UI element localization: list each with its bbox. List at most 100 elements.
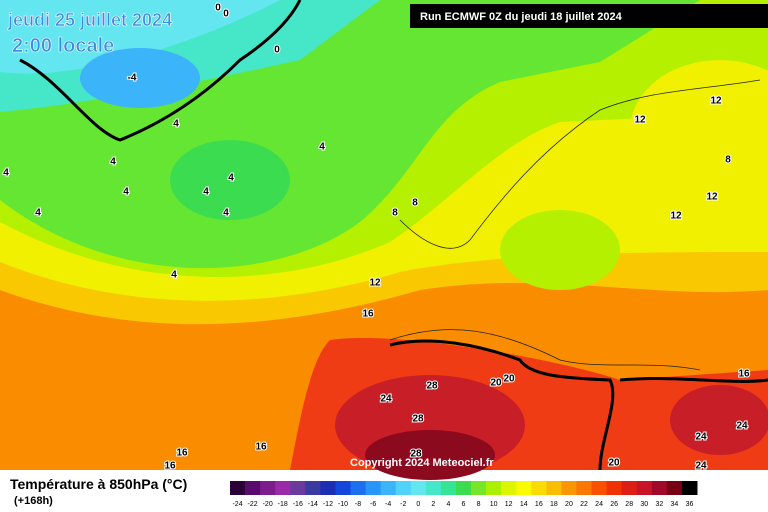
colorbar-swatch — [275, 481, 291, 495]
colorbar-swatch — [410, 481, 427, 495]
colorbar-tick-label: -24 — [232, 501, 242, 508]
colorbar-tick-label: 34 — [671, 501, 679, 508]
colorbar-swatch — [260, 481, 276, 495]
colorbar-swatch — [666, 481, 683, 495]
colorbar-swatch — [621, 481, 638, 495]
colorbar-tick-label: -4 — [385, 501, 391, 508]
colorbar-swatch — [440, 481, 457, 495]
contour-label: 4 — [110, 157, 116, 168]
contour-label: 20 — [490, 378, 502, 389]
colorbar-tick-label: 24 — [595, 501, 603, 508]
colorbar-tick-label: 18 — [550, 501, 558, 508]
contour-label: 16 — [738, 369, 750, 380]
map-field — [630, 60, 768, 200]
colorbar-swatch — [606, 481, 623, 495]
isotherm — [389, 339, 615, 471]
map-field — [670, 385, 768, 455]
forecast-date: jeudi 25 juillet 2024 — [7, 10, 172, 30]
contour-label: 4 — [35, 208, 41, 219]
colorbar-tick-label: 20 — [565, 501, 573, 508]
colorbar-tick-label: -22 — [248, 501, 258, 508]
contour-label: 24 — [380, 394, 392, 405]
contour-label: 24 — [736, 421, 748, 432]
contour-label: 4 — [203, 187, 209, 198]
contour-label: 8 — [392, 208, 398, 219]
colorbar-swatch — [531, 481, 547, 495]
colorbar-swatch — [471, 481, 487, 495]
colorbar-tick-label: 12 — [505, 501, 513, 508]
colorbar-tick-label: 16 — [535, 501, 543, 508]
colorbar-swatch — [546, 481, 562, 495]
colorbar-tick-label: -6 — [370, 501, 376, 508]
colorbar-tick-label: 4 — [446, 501, 450, 508]
contour-label: 16 — [164, 461, 176, 472]
colorbar-swatch — [335, 481, 352, 495]
coastline — [399, 79, 761, 249]
contour-label: 16 — [362, 309, 374, 320]
map-field — [365, 430, 495, 480]
colorbar-tick-label: 8 — [477, 501, 481, 508]
contour-label: 4 — [3, 168, 9, 179]
colorbar-swatch — [230, 481, 246, 495]
legend-title: Température à 850hPa (°C) — [10, 476, 187, 492]
contour-label: 24 — [695, 461, 707, 472]
colorbar-tick-label: 10 — [490, 501, 498, 508]
run-label: Run ECMWF 0Z du jeudi 18 juillet 2024 — [420, 11, 623, 23]
colorbar-tick-label: -18 — [278, 501, 288, 508]
map-field — [0, 0, 280, 74]
colorbar-swatch — [501, 481, 517, 495]
isotherm — [19, 0, 302, 142]
contour-label: 28 — [412, 414, 424, 425]
contour-label: 4 — [123, 187, 129, 198]
contour-label: 4 — [173, 119, 179, 130]
map-field — [170, 140, 290, 220]
map-field — [500, 210, 620, 290]
colorbar-swatch — [320, 481, 336, 495]
colorbar-swatch — [486, 481, 502, 495]
colorbar-swatch — [681, 481, 698, 495]
contour-label: 0 — [274, 45, 280, 56]
colorbar-swatch — [591, 481, 608, 495]
contour-label: 4 — [171, 270, 177, 281]
colorbar-tick-label: 32 — [655, 501, 663, 508]
colorbar-tick-label: 6 — [462, 501, 466, 508]
contour-label: 12 — [710, 96, 722, 107]
colorbar-tick-label: -20 — [263, 501, 273, 508]
colorbar-swatch — [395, 481, 412, 495]
colorbar-tick-label: 2 — [431, 501, 435, 508]
colorbar-tick-label: 22 — [580, 501, 588, 508]
colorbar-swatch — [516, 481, 532, 495]
colorbar-swatch — [350, 481, 367, 495]
forecast-lead: (+168h) — [14, 495, 53, 507]
contour-label: 20 — [608, 458, 620, 469]
copyright: Copyright 2024 Meteociel.fr — [350, 457, 494, 469]
contour-label: 20 — [503, 374, 515, 385]
colorbar-tick-label: 26 — [610, 501, 618, 508]
colorbar-tick-label: -2 — [400, 501, 406, 508]
contour-label: 8 — [412, 198, 418, 209]
contour-label: 4 — [228, 173, 234, 184]
coastline — [389, 329, 701, 371]
colorbar-swatch — [576, 481, 593, 495]
contour-label: 28 — [410, 449, 422, 460]
contour-label: 28 — [426, 381, 438, 392]
run-box — [410, 4, 768, 28]
map-field — [80, 48, 200, 108]
colorbar-swatch — [636, 481, 653, 495]
colorbar: -24 -22 -20 -18 -16 -14 -12 -10 -8 -6 -4 -2 0 2 4 6 8 10 1… — [230, 481, 698, 508]
contour-label: 12 — [670, 211, 682, 222]
contour-label: 8 — [725, 155, 731, 166]
contour-label: 12 — [634, 115, 646, 126]
contour-label: 16 — [176, 448, 188, 459]
colorbar-swatch — [561, 481, 577, 495]
contour-label: 4 — [223, 208, 229, 219]
contour-label: 12 — [369, 278, 381, 289]
colorbar-tick-label: 28 — [625, 501, 633, 508]
colorbar-swatch — [380, 481, 397, 495]
colorbar-tick-label: -10 — [338, 501, 348, 508]
contour-label: 0 — [223, 9, 229, 20]
contour-label: 0 — [215, 3, 221, 14]
colorbar-tick-label: -12 — [323, 501, 333, 508]
